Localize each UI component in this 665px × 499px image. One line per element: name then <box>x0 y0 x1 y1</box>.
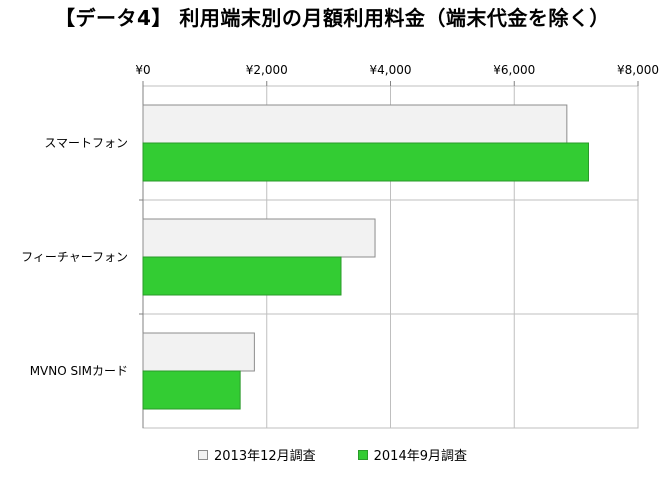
chart-title: 【データ4】 利用端末別の月額利用料金（端末代金を除く） <box>55 6 610 30</box>
legend-label-2014: 2014年9月調査 <box>373 449 467 464</box>
bar-chart: ¥0 ¥2,000 ¥4,000 ¥6,000 ¥8,000 スマートフォンフィーチャー… <box>21 63 659 429</box>
legend-swatch-2013 <box>198 449 208 460</box>
x-tick-label: ¥8,000 <box>617 63 659 77</box>
bar <box>142 104 568 144</box>
category-label: MVNO SIMカード <box>30 364 128 378</box>
x-axis-ticks: ¥0 ¥2,000 ¥4,000 ¥6,000 ¥8,000 <box>135 63 659 86</box>
legend-swatch-2014 <box>357 449 368 460</box>
legend-item-2014: 2014年9月調査 <box>357 445 467 464</box>
bar <box>142 142 589 182</box>
x-tick-label: ¥0 <box>135 63 150 77</box>
bar <box>142 370 241 410</box>
bar <box>142 256 342 296</box>
bar <box>142 332 255 372</box>
bars <box>142 104 589 410</box>
x-tick-label: ¥6,000 <box>493 63 535 77</box>
x-tick-label: ¥4,000 <box>370 63 412 77</box>
legend: 2013年12月調査 2014年9月調査 <box>0 445 665 464</box>
category-label: フィーチャーフォン <box>21 250 128 264</box>
legend-item-2013: 2013年12月調査 <box>198 445 316 464</box>
bar <box>142 218 376 258</box>
legend-label-2013: 2013年12月調査 <box>214 449 316 464</box>
x-tick-label: ¥2,000 <box>246 63 288 77</box>
category-label: スマートフォン <box>44 136 128 150</box>
